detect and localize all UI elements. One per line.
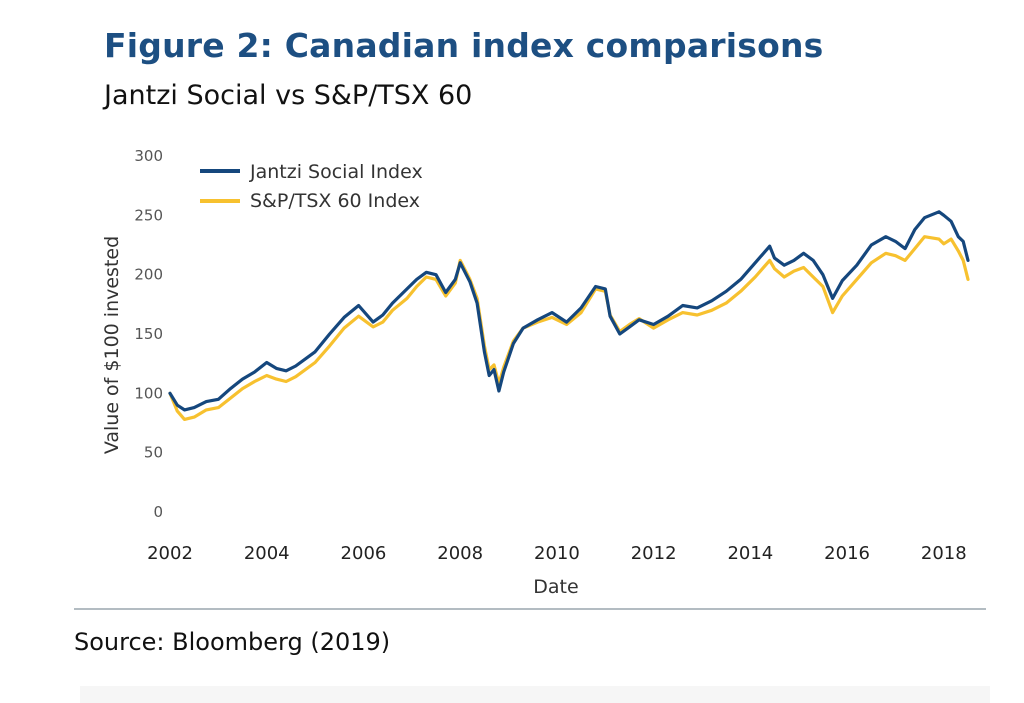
x-tick-label: 2018 xyxy=(921,543,967,564)
y-tick-label: 50 xyxy=(144,444,163,462)
y-tick-label: 200 xyxy=(134,266,163,284)
series-line-tsx xyxy=(168,235,970,421)
x-tick-label: 2006 xyxy=(341,543,387,564)
x-tick-label: 2008 xyxy=(437,543,483,564)
y-tick-label: 300 xyxy=(134,147,163,165)
footer-band xyxy=(80,686,990,703)
y-axis-label: Value of $100 invested xyxy=(101,236,123,454)
x-tick-label: 2016 xyxy=(824,543,870,564)
divider xyxy=(74,608,986,610)
x-axis-ticks: 2002 2004 2006 2008 2010 2012 2014 2016 2018 xyxy=(147,543,967,564)
series-lines xyxy=(168,210,970,421)
figure-subtitle: Jantzi Social vs S&P/TSX 60 xyxy=(104,80,473,111)
x-tick-label: 2012 xyxy=(631,543,677,564)
y-tick-label: 0 xyxy=(153,503,163,521)
y-tick-label: 100 xyxy=(134,384,163,402)
y-tick-label: 250 xyxy=(134,206,163,224)
legend-label-tsx: S&P/TSX 60 Index xyxy=(250,190,420,212)
legend: Jantzi Social Index S&P/TSX 60 Index xyxy=(200,161,423,212)
figure-title: Figure 2: Canadian index comparisons xyxy=(104,26,824,65)
y-tick-label: 150 xyxy=(134,325,163,343)
x-tick-label: 2014 xyxy=(727,543,773,564)
x-tick-label: 2004 xyxy=(244,543,290,564)
source-note: Source: Bloomberg (2019) xyxy=(74,628,391,656)
x-axis-label: Date xyxy=(533,576,578,598)
series-line-jantzi xyxy=(168,210,970,412)
x-tick-label: 2002 xyxy=(147,543,193,564)
legend-label-jantzi: Jantzi Social Index xyxy=(249,161,423,183)
x-tick-label: 2010 xyxy=(534,543,580,564)
y-axis-ticks: 0 50 100 150 200 250 300 xyxy=(134,147,163,521)
